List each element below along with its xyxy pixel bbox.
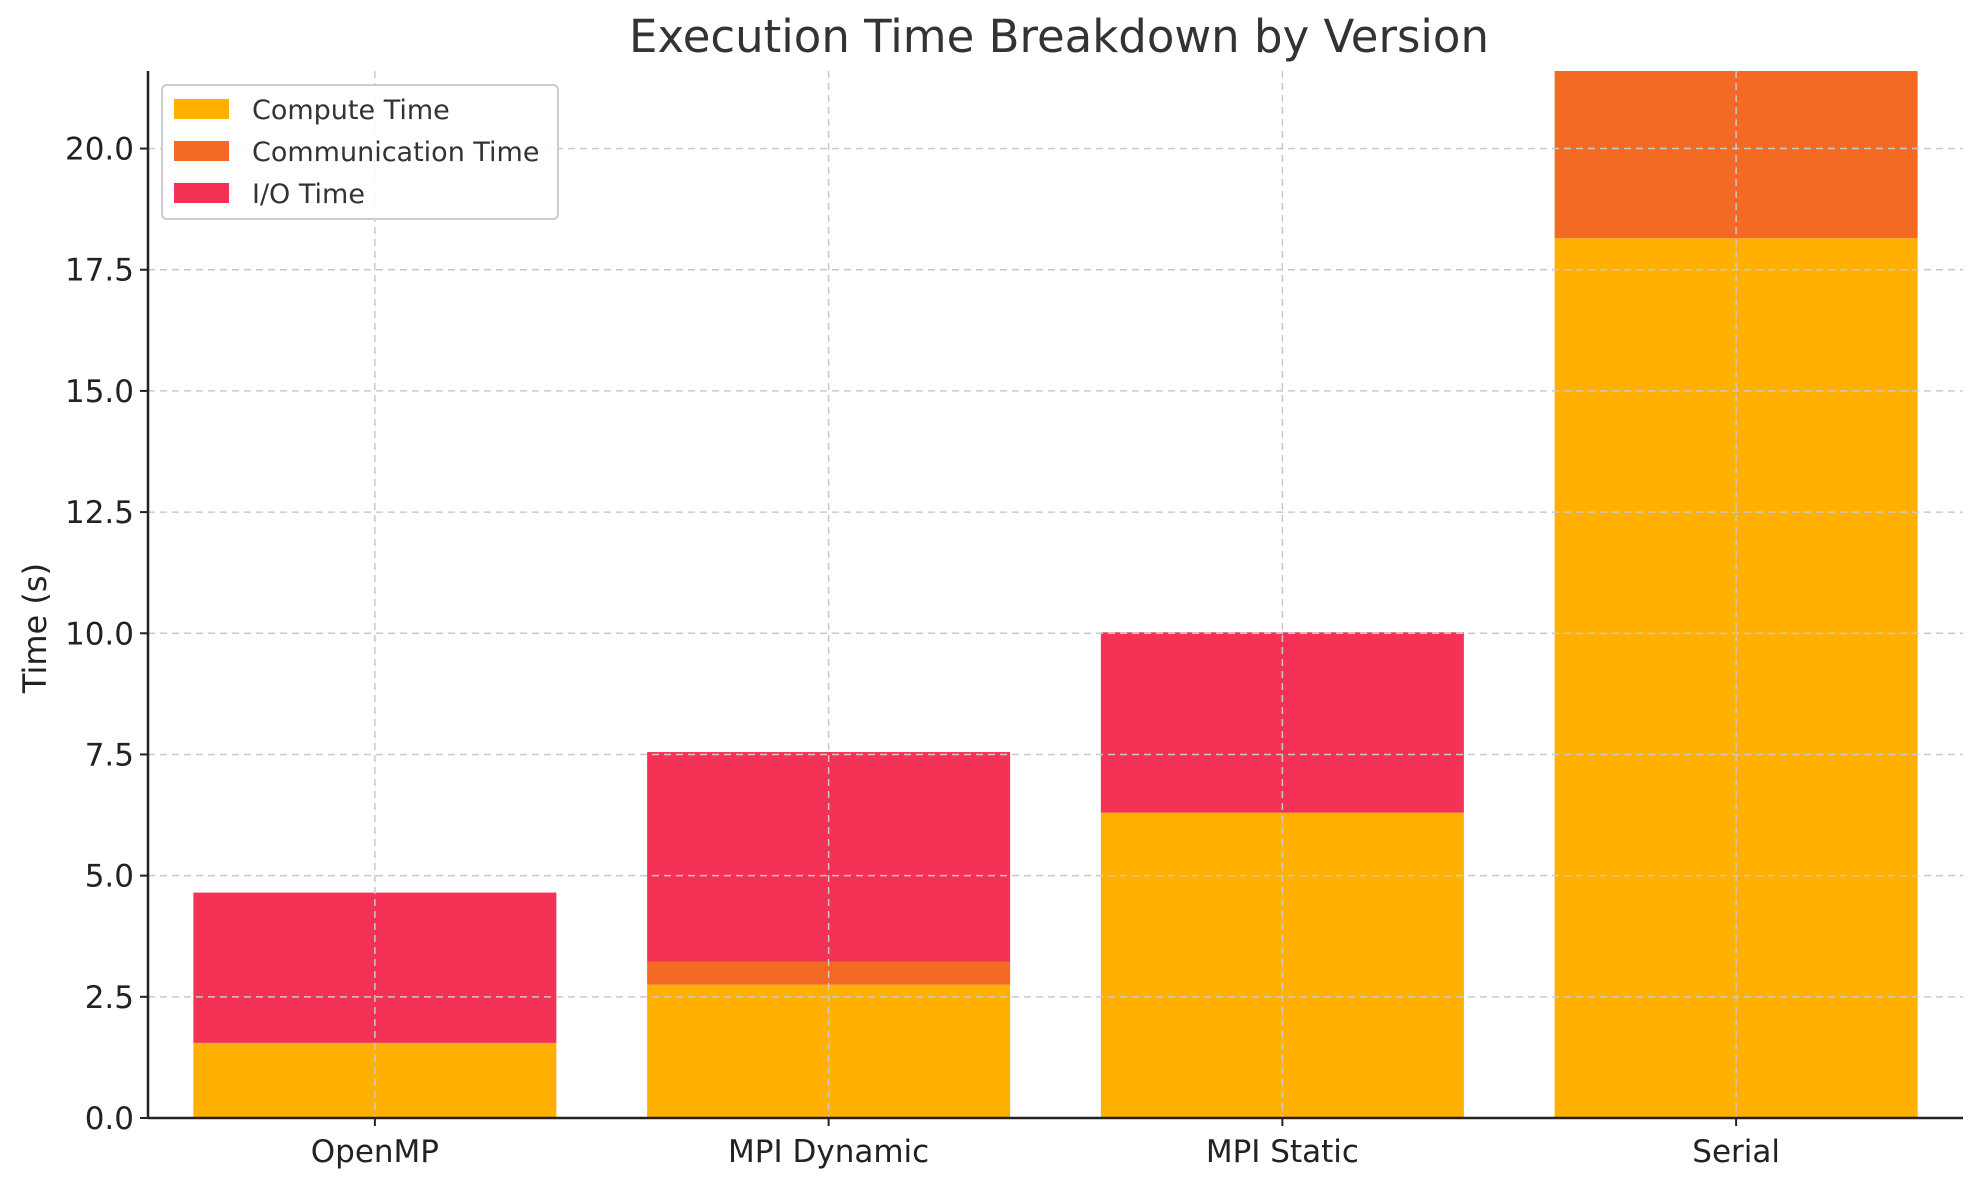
legend-label: Compute Time	[252, 95, 450, 126]
x-tick-label: Serial	[1692, 1134, 1780, 1170]
legend-swatch	[174, 99, 229, 119]
legend-swatch	[174, 183, 229, 203]
x-tick-label: MPI Dynamic	[728, 1134, 929, 1170]
y-tick-label: 5.0	[85, 859, 134, 895]
y-tick-label: 10.0	[65, 616, 134, 652]
chart-title: Execution Time Breakdown by Version	[629, 10, 1489, 63]
y-tick-label: 12.5	[65, 495, 134, 531]
bar-segment-compute-time	[647, 984, 1011, 1118]
x-tick-label: OpenMP	[311, 1134, 439, 1170]
y-tick-label: 7.5	[85, 737, 134, 773]
x-tick-label: MPI Static	[1206, 1134, 1359, 1170]
y-tick-label: 20.0	[65, 132, 134, 168]
axes-layer	[146, 71, 1963, 1120]
legend-label: Communication Time	[252, 137, 539, 168]
ticks-layer: 0.0 2.5 5.0 7.5 10.0 12.5 15.0 17.5 20.0 OpenMP MP…	[65, 132, 1780, 1170]
bars-layer	[193, 71, 1918, 1118]
legend-swatch	[174, 141, 229, 161]
y-tick-label: 0.0	[85, 1101, 134, 1137]
legend-box	[161, 84, 559, 220]
y-tick-label: 15.0	[65, 374, 134, 410]
legend-label: I/O Time	[252, 179, 365, 210]
y-tick-label: 17.5	[65, 253, 134, 289]
y-axis-label: Time (s)	[16, 563, 54, 694]
legend: Compute Time Communication Time I/O Time	[161, 84, 559, 220]
y-tick-label: 2.5	[85, 980, 134, 1016]
